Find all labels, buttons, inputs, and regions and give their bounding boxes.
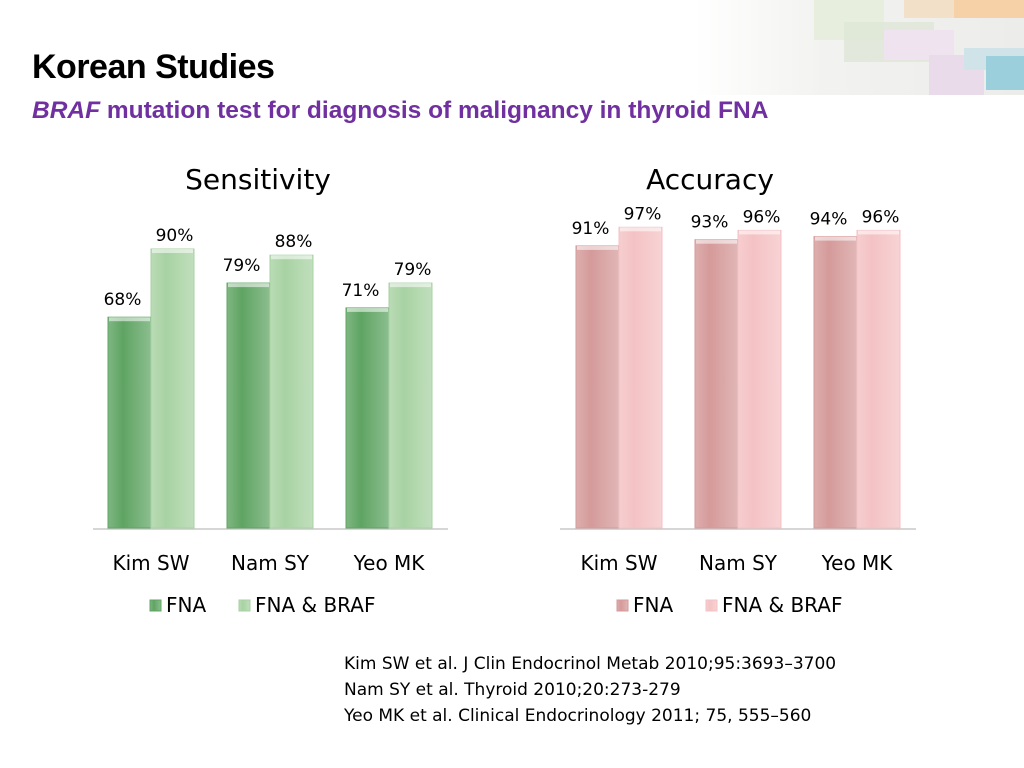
bar [269,254,314,529]
bar-highlight [347,307,388,312]
legend-label: FNA [633,593,673,617]
bar-highlight [152,249,193,253]
bar-highlight [858,230,899,235]
bar-highlight [577,245,618,250]
chart-title: Sensitivity [185,163,331,196]
references: Kim SW et al. J Clin Endocrinol Metab 20… [344,651,836,729]
bar [388,282,433,529]
data-label: 96% [743,207,781,227]
data-label: 90% [156,226,194,246]
x-tick-label: Kim SW [581,551,658,575]
data-label: 93% [691,213,729,233]
data-label: 71% [342,281,380,301]
slide-subtitle: BRAF mutation test for diagnosis of mali… [32,97,768,125]
chart-title: Accuracy [646,163,774,196]
subtitle-gene-name: BRAF [32,97,101,124]
bar [618,226,663,529]
reference-line: Yeo MK et al. Clinical Endocrinology 201… [344,706,812,726]
x-tick-label: Yeo MK [821,551,894,575]
bar [856,229,901,529]
data-label: 88% [275,232,313,252]
legend-swatch [149,599,162,612]
bar [226,282,271,529]
legend-label: FNA & BRAF [255,593,375,617]
data-label: 97% [624,204,662,224]
bar-highlight [696,239,737,244]
data-label: 91% [572,219,610,239]
bar [575,245,620,529]
x-tick-label: Kim SW [113,551,190,575]
corner-decoration [694,0,1024,95]
bar-highlight [620,227,661,232]
legend-label: FNA & BRAF [722,593,842,617]
legend-swatch [616,599,629,612]
x-tick-label: Nam SY [231,551,310,575]
legend-swatch [705,599,718,612]
bar [737,229,782,529]
bar-highlight [109,317,150,322]
subtitle-text: mutation test for diagnosis of malignanc… [100,97,769,124]
data-label: 68% [104,290,142,310]
slide-title: Korean Studies [32,48,275,86]
bar [813,236,858,529]
data-label: 94% [810,210,848,230]
bar [150,248,195,529]
charts-canvas: Sensitivity 68% 90% Kim SW 79% 88% Nam SY 71% 79… [93,163,916,617]
data-label: 79% [394,260,432,280]
x-tick-label: Yeo MK [353,551,426,575]
data-label: 96% [862,207,900,227]
reference-line: Nam SY et al. Thyroid 2010;20:273-279 [344,680,681,700]
legend-swatch [238,599,251,612]
bar [345,307,390,529]
bar [694,239,739,529]
bar-highlight [228,283,269,288]
bar-highlight [739,230,780,235]
legend-label: FNA [166,593,206,617]
bar-highlight [390,283,431,288]
data-label: 79% [223,256,261,276]
bar-highlight [271,255,312,260]
bar-highlight [815,236,856,241]
x-tick-label: Nam SY [699,551,778,575]
bar [107,316,152,529]
reference-line: Kim SW et al. J Clin Endocrinol Metab 20… [344,654,837,674]
